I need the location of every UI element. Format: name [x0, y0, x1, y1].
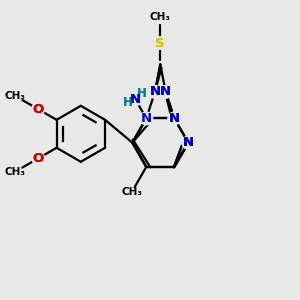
- Text: N: N: [183, 136, 194, 149]
- Circle shape: [149, 85, 161, 98]
- Circle shape: [140, 112, 152, 124]
- Circle shape: [32, 152, 44, 165]
- Circle shape: [154, 37, 167, 49]
- Circle shape: [168, 112, 181, 124]
- Text: O: O: [33, 152, 44, 165]
- Text: N: N: [183, 136, 194, 149]
- Text: N: N: [149, 85, 161, 98]
- Text: N: N: [130, 93, 141, 106]
- Text: N: N: [160, 85, 171, 98]
- Text: N: N: [141, 112, 152, 125]
- Text: S: S: [155, 37, 165, 50]
- Text: S: S: [155, 37, 165, 50]
- Circle shape: [182, 136, 194, 149]
- Circle shape: [32, 152, 44, 165]
- Text: O: O: [33, 103, 44, 116]
- Circle shape: [32, 103, 44, 116]
- Text: N: N: [183, 136, 194, 149]
- Text: N: N: [160, 85, 171, 98]
- Text: N: N: [130, 93, 141, 106]
- Text: H: H: [137, 87, 147, 101]
- Circle shape: [130, 94, 141, 105]
- Circle shape: [160, 85, 172, 98]
- Text: CH₃: CH₃: [5, 91, 26, 101]
- Circle shape: [182, 136, 194, 149]
- Text: CH₃: CH₃: [121, 188, 142, 197]
- Circle shape: [182, 136, 194, 149]
- Text: H: H: [122, 96, 132, 109]
- Text: N: N: [169, 112, 180, 125]
- Circle shape: [32, 103, 44, 116]
- Circle shape: [168, 112, 181, 124]
- Circle shape: [160, 85, 172, 98]
- Text: CH₃: CH₃: [150, 12, 171, 22]
- Text: O: O: [33, 103, 44, 116]
- Circle shape: [154, 37, 167, 49]
- Text: N: N: [169, 112, 180, 125]
- Circle shape: [149, 85, 161, 98]
- Text: H: H: [137, 87, 147, 101]
- Text: N: N: [149, 85, 161, 98]
- Circle shape: [129, 93, 142, 106]
- Text: H: H: [122, 96, 132, 109]
- Circle shape: [140, 112, 152, 124]
- Text: O: O: [33, 152, 44, 165]
- Text: CH₃: CH₃: [5, 167, 26, 177]
